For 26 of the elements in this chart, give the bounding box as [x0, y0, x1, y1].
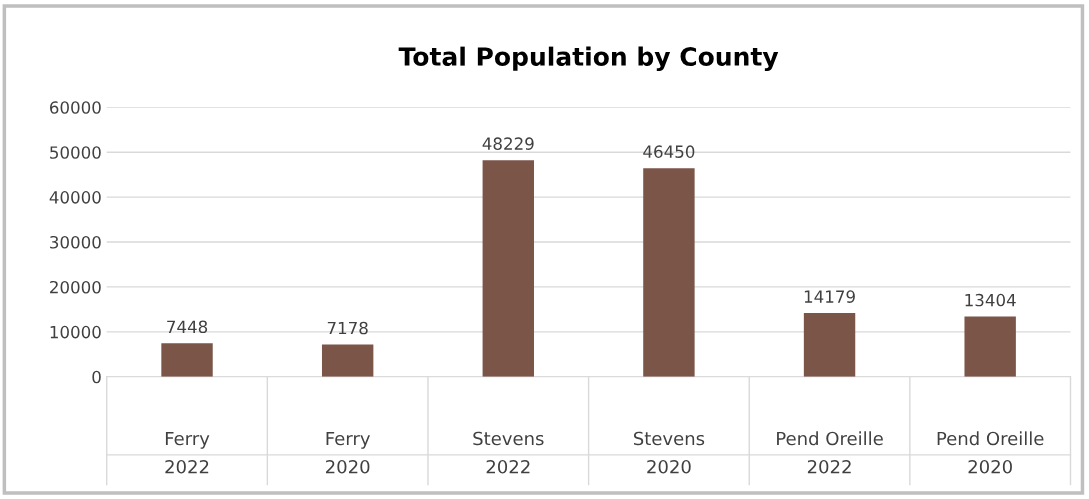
x-tick-label: Pend Oreille 2020: [937, 431, 1044, 474]
data-label: 14179: [804, 290, 855, 303]
data-label: 7178: [327, 321, 368, 335]
y-tick-label: 0: [92, 370, 101, 384]
chart-title: Total Population by County: [398, 46, 779, 72]
x-tick-label: Ferry 2022: [165, 431, 210, 474]
bar: [643, 168, 695, 377]
bar: [161, 343, 213, 377]
x-tick-label: Stevens 2020: [633, 431, 705, 474]
data-label: 7448: [167, 320, 208, 334]
y-tick-label: 50000: [50, 146, 101, 159]
y-tick-label: 20000: [50, 280, 101, 294]
data-label: 13404: [965, 293, 1016, 307]
x-tick-label: Stevens 2022: [473, 431, 544, 474]
data-label: 48229: [482, 137, 534, 150]
y-tick-label: 60000: [50, 101, 101, 114]
data-label: 46450: [643, 145, 695, 158]
bar: [321, 344, 374, 377]
x-tick-label: Ferry 2020: [326, 431, 370, 474]
x-tick-label: Pend Oreille 2022: [777, 431, 883, 474]
y-tick-label: 10000: [50, 325, 101, 339]
bar: [482, 160, 534, 377]
bar: [803, 313, 856, 377]
bar: [964, 316, 1016, 377]
y-tick-label: 30000: [50, 235, 101, 249]
y-tick-label: 40000: [49, 191, 101, 204]
